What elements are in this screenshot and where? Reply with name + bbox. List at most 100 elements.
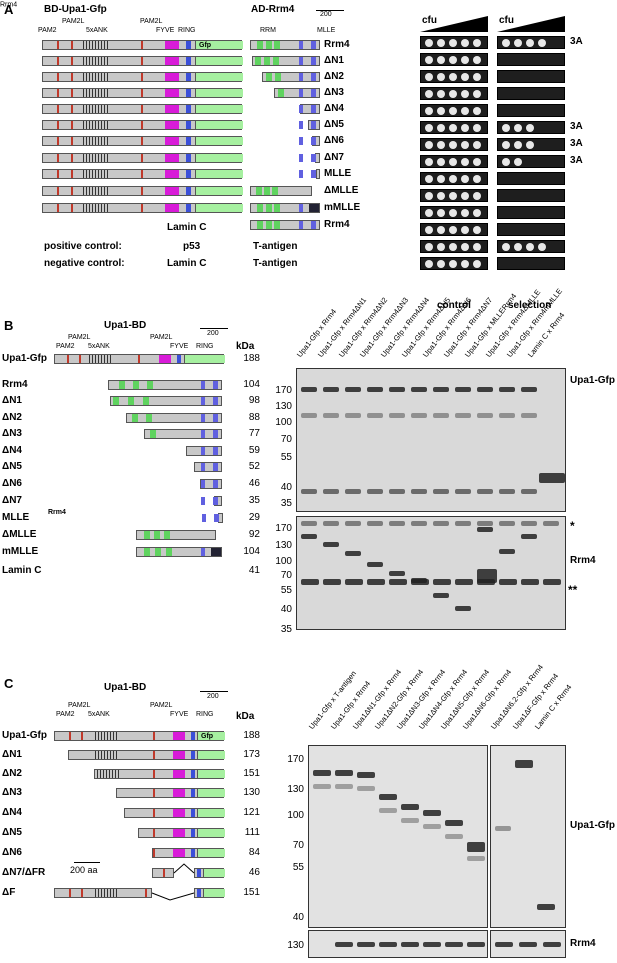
band bbox=[313, 784, 331, 789]
rrm-domain bbox=[265, 41, 272, 49]
band bbox=[323, 542, 339, 548]
colony-dot bbox=[473, 209, 481, 217]
upa1-gfp-construct bbox=[42, 88, 243, 98]
rrm4-construct bbox=[250, 186, 312, 196]
fyve-domain bbox=[165, 89, 179, 97]
pam2-domain bbox=[57, 73, 59, 81]
upa1-gfp-construct bbox=[42, 104, 243, 114]
rrm4-construct bbox=[299, 153, 320, 163]
mlle-domain bbox=[213, 497, 218, 505]
domain-label: RING bbox=[196, 711, 214, 718]
fyve-domain bbox=[173, 732, 185, 740]
pam2l-domain bbox=[153, 789, 155, 797]
pam2l-domain bbox=[71, 204, 73, 212]
band bbox=[477, 527, 493, 532]
band bbox=[423, 942, 441, 947]
band bbox=[301, 413, 317, 418]
band bbox=[433, 413, 449, 418]
pam2l-domain bbox=[141, 137, 143, 145]
construct-label: ΔN7 bbox=[324, 152, 344, 163]
colony-dot bbox=[526, 124, 534, 132]
row-name: Upa1-Gfp bbox=[2, 353, 47, 364]
band bbox=[499, 579, 517, 585]
positive-control-label: positive control: bbox=[44, 241, 122, 252]
ank-domain bbox=[95, 751, 119, 759]
mlle-domain bbox=[311, 105, 316, 113]
row-name: ΔN1 bbox=[2, 749, 22, 760]
upa1-gfp-construct: Gfp bbox=[42, 40, 243, 50]
mw-marker: 170 bbox=[275, 523, 292, 534]
mw-marker: 70 bbox=[280, 434, 292, 445]
colony-dot bbox=[449, 243, 457, 251]
domain-label: RRM bbox=[260, 27, 276, 34]
pam2-domain bbox=[57, 121, 59, 129]
row-name: Rrm4 bbox=[2, 379, 28, 390]
ank-domain bbox=[83, 89, 109, 97]
band bbox=[445, 820, 463, 826]
band bbox=[335, 784, 353, 789]
rrm-domain bbox=[165, 548, 172, 556]
band bbox=[301, 579, 319, 585]
band bbox=[345, 387, 361, 392]
fyve-domain bbox=[173, 849, 185, 857]
rrm-domain bbox=[163, 531, 170, 539]
band bbox=[323, 579, 341, 585]
domain-label: PAM2 bbox=[56, 343, 75, 350]
mutated-mlle-icon bbox=[211, 548, 221, 556]
colony-dot bbox=[425, 124, 433, 132]
construct-label: ΔMLLE bbox=[324, 185, 359, 196]
domain-label: 5xANK bbox=[88, 343, 110, 350]
mlle-domain bbox=[213, 447, 218, 455]
rrm4-construct bbox=[250, 203, 320, 213]
row-kda: 151 bbox=[243, 887, 260, 898]
colony-dot bbox=[437, 243, 445, 251]
colony-dot bbox=[473, 39, 481, 47]
construct-label: ΔN1 bbox=[324, 55, 344, 66]
construct-label: Rrm4 bbox=[324, 39, 350, 50]
band bbox=[495, 942, 513, 947]
yeast-control-row bbox=[420, 155, 488, 168]
pam2l-domain bbox=[141, 121, 143, 129]
yeast-selection-row bbox=[497, 104, 565, 117]
upa1-gfp-construct bbox=[124, 808, 225, 818]
rrm4-construct bbox=[110, 396, 222, 406]
rrm4-construct bbox=[202, 513, 223, 523]
row-name: ΔN4 bbox=[2, 445, 22, 456]
row-kda: 77 bbox=[248, 428, 260, 439]
rrm4-construct bbox=[194, 462, 222, 472]
fyve-domain bbox=[165, 121, 179, 129]
band bbox=[367, 413, 383, 418]
colony-dot bbox=[449, 260, 457, 268]
mlle-domain bbox=[201, 414, 205, 422]
yeast-control-row bbox=[420, 172, 488, 185]
ring-domain bbox=[191, 789, 195, 797]
gfp-domain: Gfp bbox=[195, 41, 243, 49]
ank-domain bbox=[83, 41, 109, 49]
domain-label: PAM2L bbox=[150, 702, 173, 709]
mlle-domain bbox=[299, 170, 303, 178]
construct-label: MLLE bbox=[324, 168, 352, 179]
band bbox=[323, 413, 339, 418]
pam2l-domain bbox=[145, 889, 147, 897]
colony-dot bbox=[425, 107, 433, 115]
band bbox=[499, 521, 515, 526]
scale-b: 200 bbox=[207, 330, 219, 337]
rrm-domain bbox=[263, 57, 270, 65]
yeast-control-row bbox=[420, 138, 488, 151]
band bbox=[455, 579, 473, 585]
row-name: ΔN3 bbox=[2, 787, 22, 798]
colony-dot bbox=[538, 39, 546, 47]
colony-dot bbox=[461, 260, 469, 268]
ring-domain bbox=[191, 770, 195, 778]
colony-dot bbox=[461, 90, 469, 98]
rrm4-construct bbox=[250, 40, 320, 50]
pam2l-domain bbox=[153, 770, 155, 778]
domain-label: RING bbox=[196, 343, 214, 350]
ank-domain bbox=[83, 137, 109, 145]
domain-label: PAM2L bbox=[140, 18, 163, 25]
colony-dot bbox=[437, 90, 445, 98]
upa1-gfp-construct bbox=[42, 120, 243, 130]
ring-domain bbox=[186, 137, 191, 145]
construct-label: mMLLE bbox=[324, 202, 361, 213]
colony-dot bbox=[538, 243, 546, 251]
